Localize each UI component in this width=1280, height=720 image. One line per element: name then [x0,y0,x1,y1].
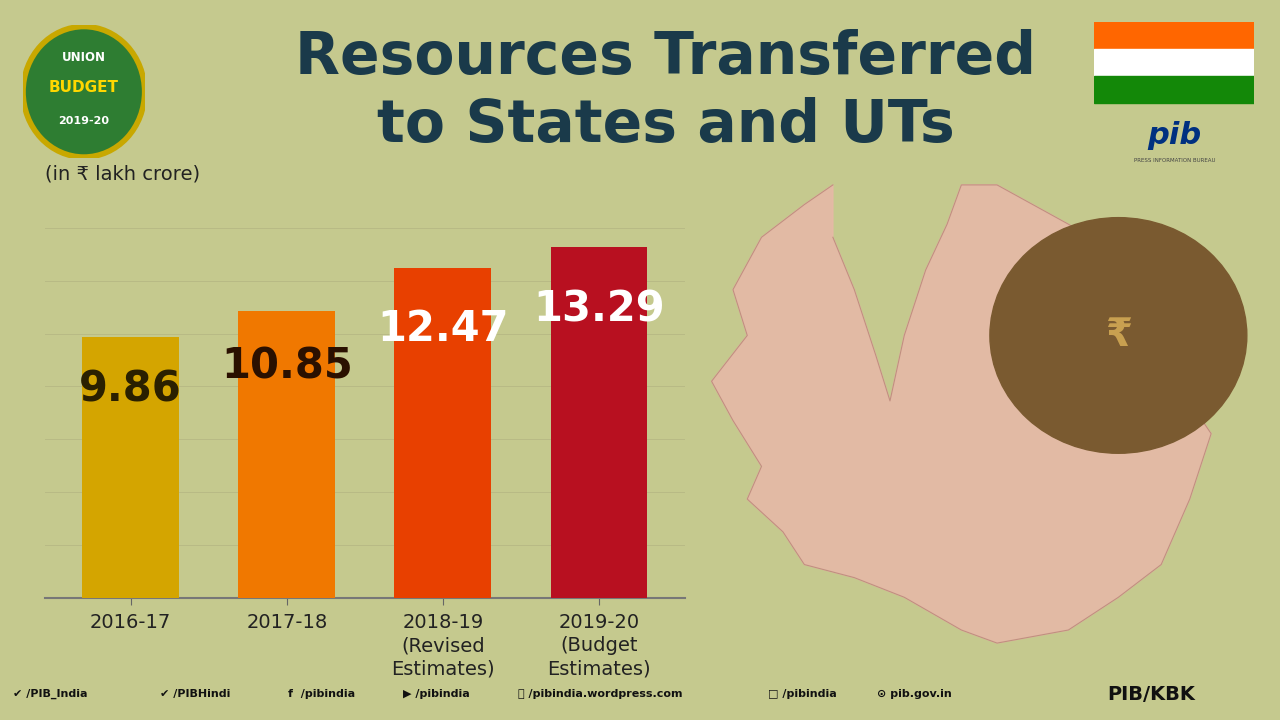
Bar [1094,49,1254,76]
Text: ✔ /PIB_India: ✔ /PIB_India [13,689,87,699]
Text: Resources Transferred
to States and UTs: Resources Transferred to States and UTs [296,29,1036,154]
Text: 12.47: 12.47 [378,308,508,350]
Text: PIB/KBK: PIB/KBK [1107,685,1196,703]
Bar [550,247,648,598]
Text: BUDGET: BUDGET [49,81,119,95]
Bar [1094,76,1254,103]
Text: pib: pib [1147,120,1202,150]
Bar [82,337,179,598]
Circle shape [989,217,1247,454]
Text: 13.29: 13.29 [534,289,664,331]
Text: 10.85: 10.85 [221,346,352,387]
Bar [1094,22,1254,49]
Polygon shape [712,185,1211,643]
Text: f  /pibindia: f /pibindia [288,689,355,699]
Text: UNION: UNION [61,50,106,63]
Text: ₹: ₹ [1105,317,1132,354]
Text: □ /pibindia: □ /pibindia [768,689,837,699]
Text: ✔ /PIBHindi: ✔ /PIBHindi [160,689,230,699]
Text: ⊙ pib.gov.in: ⊙ pib.gov.in [877,689,951,699]
Text: ⓘ /pibindia.wordpress.com: ⓘ /pibindia.wordpress.com [518,689,684,699]
Text: 2019-20: 2019-20 [59,116,109,126]
Bar [394,269,492,598]
Text: 9.86: 9.86 [79,369,182,410]
Text: ▶ /pibindia: ▶ /pibindia [403,689,470,699]
Bar [238,311,335,598]
Ellipse shape [23,27,145,157]
Text: (in ₹ lakh crore): (in ₹ lakh crore) [45,165,200,184]
Text: PRESS INFORMATION BUREAU: PRESS INFORMATION BUREAU [1134,158,1215,163]
